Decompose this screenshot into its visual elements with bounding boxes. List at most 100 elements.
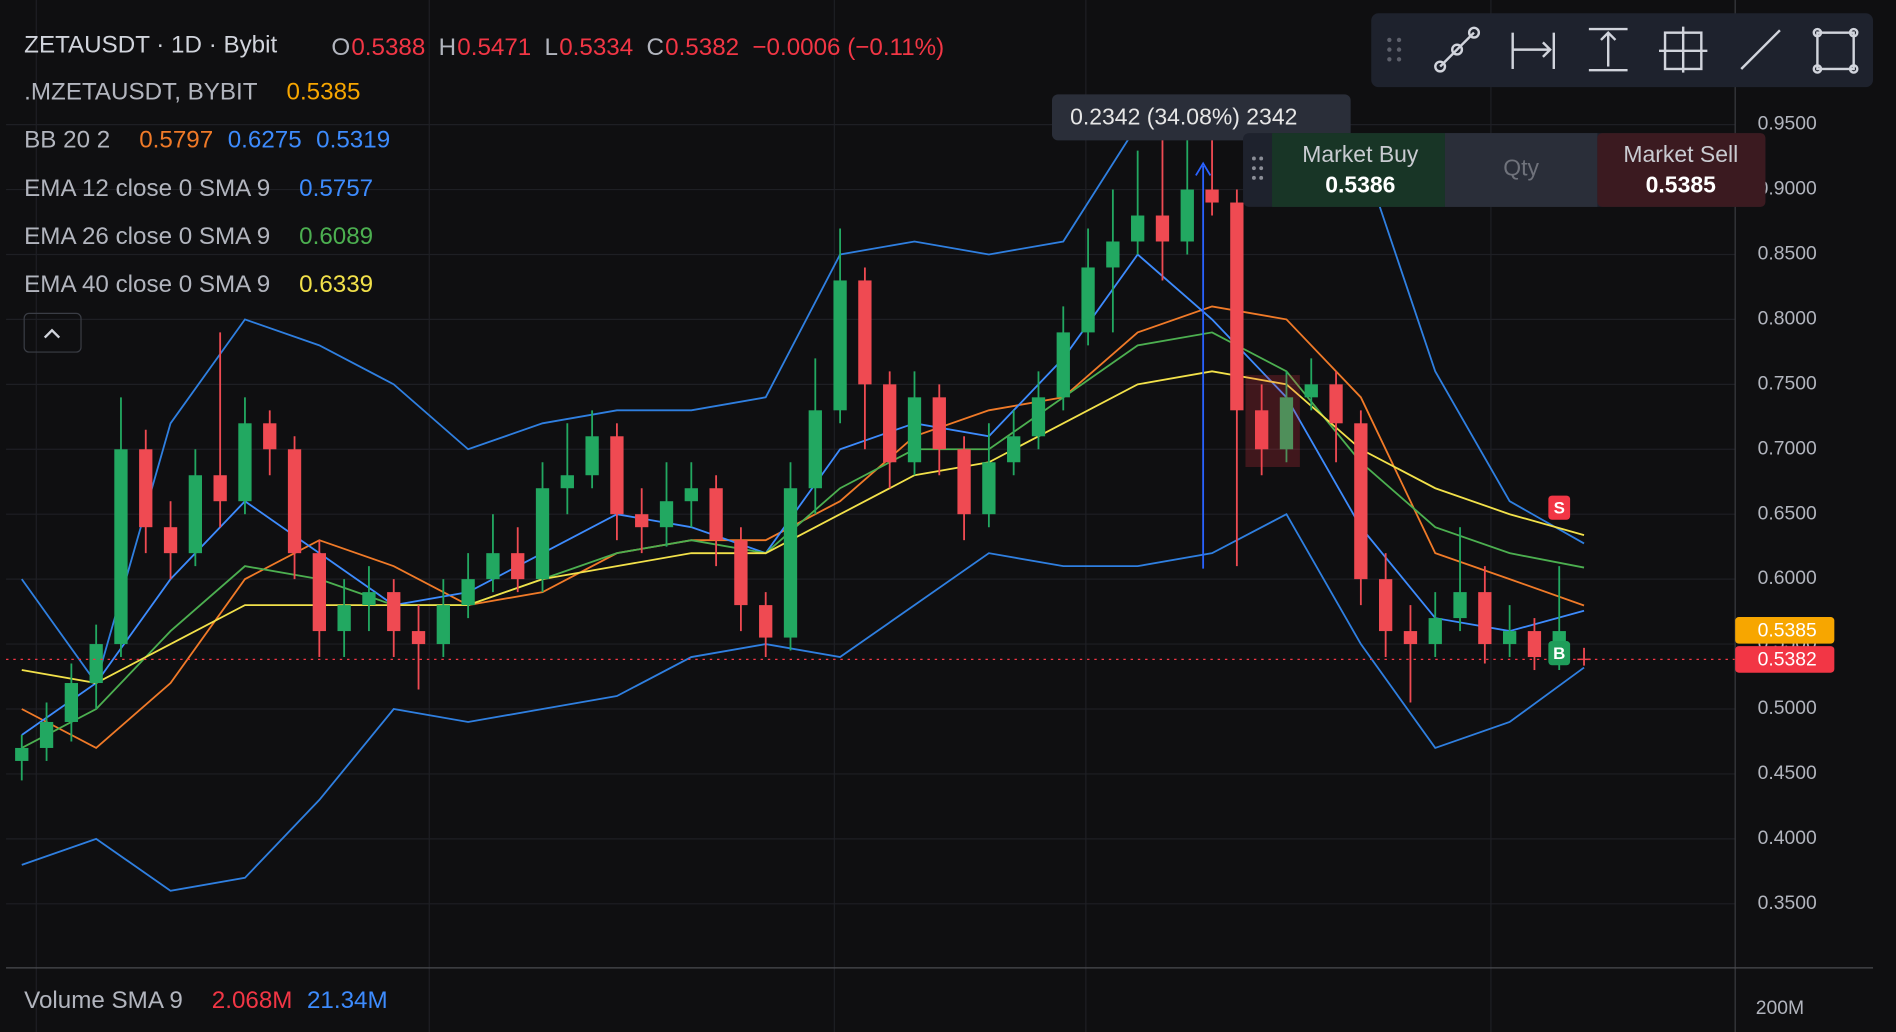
candle-body (709, 488, 723, 541)
candle-body (64, 683, 79, 722)
ohlc-value: 0.5382 (665, 34, 739, 61)
ohlc-value: 0.5388 (351, 34, 425, 61)
measure-tooltip (1051, 94, 1351, 141)
candle-body (982, 462, 996, 515)
legend-name: BB 20 2 (24, 127, 110, 154)
indicator-line (21, 512, 1585, 892)
candle-body (1428, 618, 1442, 645)
price-label-box (1735, 646, 1835, 673)
price-label: 0.5385 (1758, 620, 1817, 642)
candle-body (1131, 215, 1145, 242)
price-change: −0.0006 (−0.11%) (752, 34, 944, 61)
ohlc-key: H (439, 34, 456, 61)
overlay: 0.35000.40000.45000.50000.55000.60000.65… (24, 31, 1835, 1019)
highlight-zone (1245, 375, 1300, 468)
candle-body (1453, 592, 1467, 619)
ohlc-key: O (331, 34, 350, 61)
trade-marker-label: B (1553, 644, 1565, 663)
candle-body (436, 605, 450, 645)
ohlc-value: 0.5334 (559, 34, 633, 61)
y-tick-label: 0.7500 (1758, 372, 1817, 394)
y-tick-label: 0.8000 (1758, 308, 1817, 330)
buy-label: Market Buy (1302, 141, 1419, 167)
candle-body (362, 592, 376, 606)
plot (6, 98, 1736, 905)
measure-arrow (1195, 161, 1212, 569)
candle-body (560, 475, 574, 489)
ray-tool[interactable] (1740, 29, 1781, 70)
candle-body (957, 449, 971, 515)
candle-body (1255, 410, 1269, 450)
date-range-tool[interactable] (1511, 32, 1556, 69)
y-tick-label: 0.4000 (1758, 827, 1817, 849)
y-tick-label: 0.9500 (1758, 113, 1817, 135)
candle-body (15, 747, 29, 761)
legend-value: 0.5385 (287, 79, 361, 106)
candle-body (1378, 579, 1393, 632)
y-tick-label: 0.7000 (1758, 437, 1817, 459)
candle-body (1230, 202, 1244, 411)
candle-body (808, 410, 822, 489)
date-price-range-tool[interactable] (1659, 26, 1708, 73)
candle-body (238, 423, 252, 502)
y-tick-label: 0.3500 (1758, 892, 1817, 914)
legend-value: 0.5319 (316, 127, 390, 154)
candle-body (1279, 397, 1294, 450)
candle-body (535, 488, 550, 580)
candle-body (1056, 332, 1070, 398)
ohlc-value: 0.5471 (457, 34, 531, 61)
volume-axis-label: 200M (1756, 997, 1804, 1019)
price-label: 0.5382 (1758, 649, 1817, 671)
candle-body (1180, 189, 1194, 242)
buy-button[interactable] (1272, 133, 1445, 207)
candle-body (39, 721, 54, 748)
y-tick-label: 0.4500 (1758, 762, 1817, 784)
sell-label: Market Sell (1623, 141, 1738, 167)
rectangle-tool[interactable] (1812, 27, 1859, 74)
candle-body (312, 553, 326, 632)
candle-body (114, 449, 128, 645)
candle-body (1354, 423, 1368, 580)
legend-value: 0.6275 (228, 127, 302, 154)
candle-body (1577, 658, 1591, 661)
candle-body (163, 527, 178, 554)
candle-body (783, 488, 798, 638)
candle-body (907, 397, 922, 463)
toolbar-grip (1387, 37, 1402, 62)
drag-handle (1251, 156, 1264, 180)
candle-body (610, 436, 624, 515)
candle-body (461, 579, 475, 606)
measure-text: 0.2342 (34.08%) 2342 (1070, 104, 1297, 130)
candle-body (932, 397, 946, 450)
candle-body (511, 553, 525, 580)
legend-value: 21.34M (307, 987, 388, 1014)
y-tick-label: 0.6500 (1758, 502, 1817, 524)
candle-body (213, 475, 227, 502)
candle-body (486, 553, 500, 580)
qty-label: Qty (1503, 154, 1539, 180)
legend-value: 0.5797 (139, 127, 213, 154)
trend-line-tool[interactable] (1434, 26, 1481, 73)
y-tick-label: 0.9000 (1758, 178, 1817, 200)
candle-body (411, 631, 426, 645)
legend-name: EMA 26 close 0 SMA 9 (24, 223, 270, 250)
collapse-button[interactable] (23, 312, 82, 353)
order-panel: Market Buy 0.5386 Qty Market Sell 0.5385 (1243, 133, 1766, 207)
candle-body (759, 605, 773, 638)
candle-body (1081, 267, 1095, 333)
trade-marker (1548, 641, 1571, 666)
candle-body (139, 449, 153, 528)
candle-body (287, 449, 302, 554)
ohlc-key: C (646, 34, 663, 61)
indicator-line (21, 370, 1585, 684)
legend-name: Volume SMA 9 (24, 987, 183, 1014)
candle-body (1031, 397, 1046, 437)
candle-body (387, 592, 401, 632)
price-range-tool[interactable] (1588, 27, 1628, 72)
legend-name: .MZETAUSDT, BYBIT (24, 79, 258, 106)
candle-body (1502, 631, 1517, 645)
legend-name: EMA 40 close 0 SMA 9 (24, 271, 270, 298)
qty-field[interactable] (1444, 133, 1598, 207)
candle-body (263, 423, 277, 450)
sell-button[interactable] (1597, 133, 1766, 207)
